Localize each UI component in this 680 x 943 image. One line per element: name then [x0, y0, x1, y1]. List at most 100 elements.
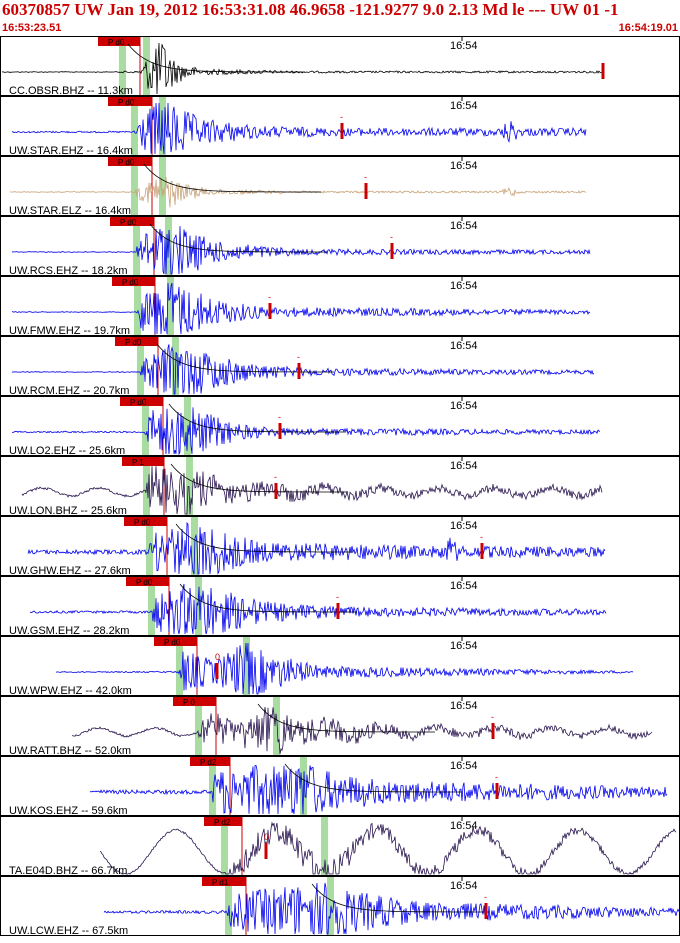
- station-label: UW.GHW.EHZ -- 27.6km: [9, 565, 131, 577]
- station-label: UW.LON.BHZ -- 25.6km: [9, 505, 127, 517]
- amplitude-mark: [485, 903, 488, 919]
- pick-label: P d0: [122, 278, 139, 287]
- coda-label: -: [340, 112, 343, 122]
- time-tick-label: 16:54: [450, 220, 478, 232]
- trace-panel: P d0 - 16:54 UW.RCM.EHZ -- 20.7km: [1, 337, 680, 398]
- waveform-trace: [100, 823, 676, 874]
- amplitude-mark: [391, 243, 394, 259]
- station-label: UW.GSM.EHZ -- 28.2km: [9, 625, 129, 637]
- station-label: UW.KOS.EHZ -- 59.6km: [9, 805, 128, 817]
- amplitude-mark: [337, 603, 340, 619]
- pick-label: P d0: [108, 38, 125, 47]
- amplitude-mark: [365, 183, 368, 199]
- pick-label: P d0: [136, 578, 153, 587]
- coda-label: 0: [215, 652, 220, 662]
- event-title: 60370857 UW Jan 19, 2012 16:53:31.08 46.…: [2, 0, 619, 20]
- station-label: TA.E04D.BHZ -- 66.7km: [9, 865, 127, 877]
- coda-label: -: [491, 712, 494, 722]
- amplitude-mark: [341, 123, 344, 139]
- trace-panel: P d0 - 16:54 UW.GSM.EHZ -- 28.2km: [1, 577, 680, 638]
- time-tick-label: 16:54: [450, 40, 478, 52]
- end-time: 16:54:19.01: [619, 22, 678, 34]
- pick-label: P d0: [125, 338, 142, 347]
- trace-panel: P d2 - 16:54 UW.KOS.EHZ -- 59.6km: [1, 757, 680, 818]
- trace-panel: P 0 - 16:54 UW.RATT.BHZ -- 52.0km: [1, 697, 680, 758]
- station-label: UW.STAR.EHZ -- 16.4km: [9, 145, 133, 157]
- time-tick-label: 16:54: [450, 400, 478, 412]
- amplitude-mark: [216, 663, 219, 679]
- station-label: UW.RCM.EHZ -- 20.7km: [9, 385, 129, 397]
- trace-panel: P d0 16:54 CC.OBSR.BHZ -- 11.3km: [1, 37, 680, 98]
- amplitude-mark: [481, 543, 484, 559]
- time-tick-label: 16:54: [450, 160, 478, 172]
- trace-panel: P d0 - 16:54 UW.RCS.EHZ -- 18.2km: [1, 217, 680, 278]
- pick-label: P d1: [212, 878, 229, 887]
- pick-label: P d0: [134, 518, 151, 527]
- trace-panel: P d0 - 16:54 UW.STAR.ELZ -- 16.4km: [1, 157, 680, 218]
- pick-label: P d2: [200, 758, 217, 767]
- time-tick-label: 16:54: [450, 820, 478, 832]
- coda-label: -: [364, 172, 367, 182]
- trace-panel: P d1 -16:54 UW.LCW.EHZ -- 67.5km: [1, 877, 680, 938]
- coda-label: -: [297, 352, 300, 362]
- station-label: UW.STAR.ELZ -- 16.4km: [9, 205, 131, 217]
- time-tick-label: 16:54: [450, 580, 478, 592]
- amplitude-mark: [279, 423, 282, 439]
- decay-curve: [128, 44, 305, 72]
- pick-label: P d0: [164, 638, 181, 647]
- decay-curve: [157, 344, 334, 372]
- coda-label: -: [390, 232, 393, 242]
- pick-label: P d0: [120, 218, 137, 227]
- coda-label: 0: [264, 832, 269, 842]
- coda-label: -: [480, 532, 483, 542]
- start-time: 16:53:23.51: [2, 22, 61, 34]
- amplitude-mark: [298, 363, 301, 379]
- pick-label: P d2: [214, 818, 231, 827]
- waveform-trace: [72, 707, 652, 754]
- pick-label: P 0: [183, 698, 195, 707]
- waveform-trace: [56, 643, 633, 694]
- time-tick-label: 16:54: [450, 340, 478, 352]
- station-label: UW.LCW.EHZ -- 67.5km: [9, 925, 128, 937]
- trace-panel: P d0 - 16:54 UW.LO2.EHZ -- 25.6km: [1, 397, 680, 458]
- pick-label: P d0: [130, 398, 147, 407]
- time-tick-label: 16:54: [450, 880, 478, 892]
- pick-label: P 1: [132, 458, 144, 467]
- station-label: UW.FMW.EHZ -- 19.7km: [9, 325, 130, 337]
- amplitude-mark: [496, 783, 499, 799]
- pick-label: P d0: [118, 98, 135, 107]
- trace-panel: P d2 0 16:54 TA.E04D.BHZ -- 66.7km: [1, 817, 680, 878]
- waveform-trace: [104, 883, 680, 934]
- station-label: CC.OBSR.BHZ -- 11.3km: [9, 85, 133, 97]
- coda-label: -: [278, 412, 281, 422]
- coda-label: -: [274, 472, 277, 482]
- station-label: UW.LO2.EHZ -- 25.6km: [9, 445, 125, 457]
- station-label: UW.RATT.BHZ -- 52.0km: [9, 745, 131, 757]
- trace-panel: P 1 - 16:54 UW.LON.BHZ -- 25.6km: [1, 457, 680, 518]
- trace-panel: P d0 -16:54 UW.GHW.EHZ -- 27.6km: [1, 517, 680, 578]
- waveform-trace: [90, 766, 667, 815]
- time-tick-label: 16:54: [450, 700, 478, 712]
- trace-panel: P d0 - 16:54 UW.FMW.EHZ -- 19.7km: [1, 277, 680, 338]
- station-label: UW.RCS.EHZ -- 18.2km: [9, 265, 128, 277]
- time-tick-label: 16:54: [450, 280, 478, 292]
- coda-label: -: [495, 772, 498, 782]
- coda-label: -: [336, 592, 339, 602]
- coda-label: -: [268, 292, 271, 302]
- amplitude-mark: [269, 303, 272, 319]
- s-window: [273, 697, 280, 755]
- time-tick-label: 16:54: [450, 460, 478, 472]
- time-tick-label: 16:54: [450, 760, 478, 772]
- coda-label: -: [484, 892, 487, 902]
- amplitude-mark: [275, 483, 278, 499]
- header: 60370857 UW Jan 19, 2012 16:53:31.08 46.…: [0, 0, 680, 36]
- amplitude-mark: [602, 63, 605, 79]
- pick-label: P d0: [118, 158, 135, 167]
- station-label: UW.WPW.EHZ -- 42.0km: [9, 685, 132, 697]
- time-tick-label: 16:54: [450, 520, 478, 532]
- amplitude-mark: [492, 723, 495, 739]
